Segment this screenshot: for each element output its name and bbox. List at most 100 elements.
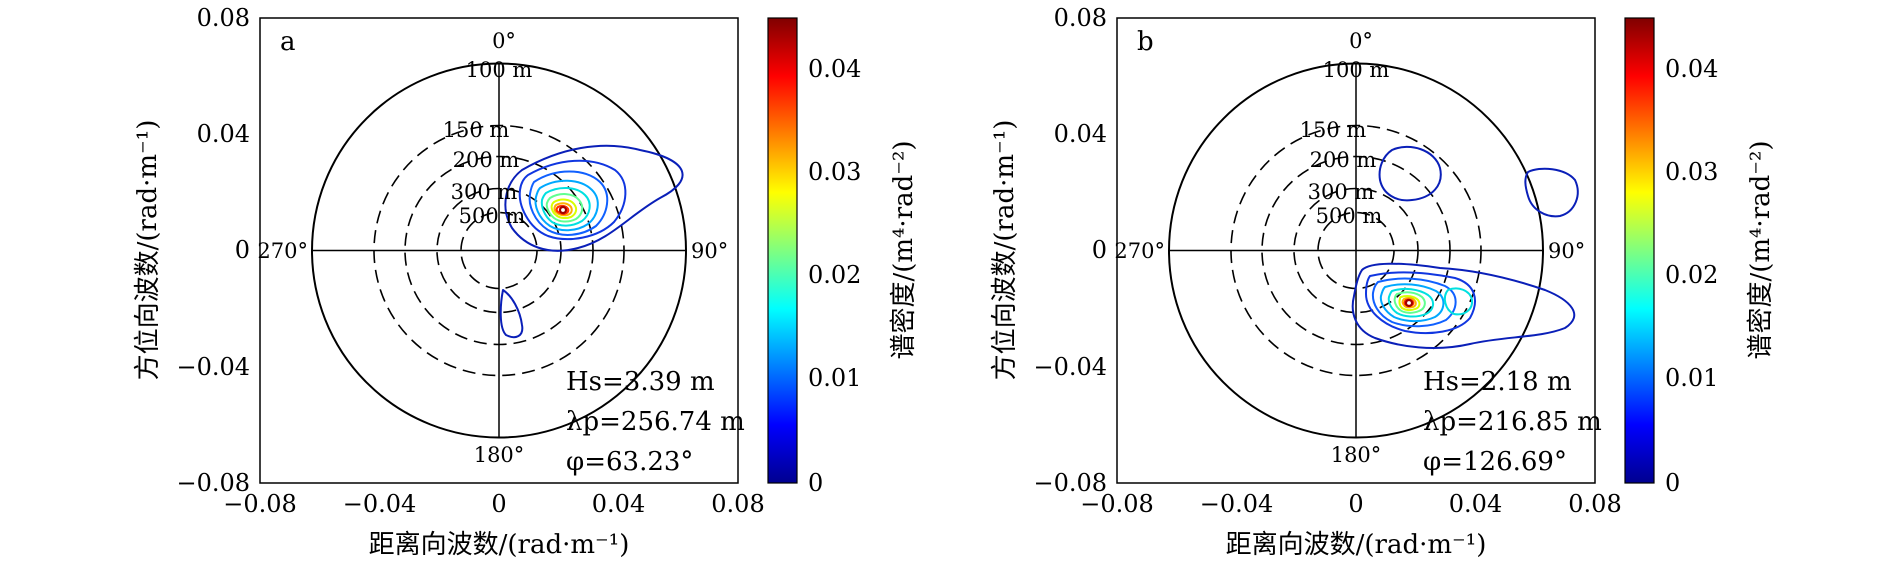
y-tick-b-0: 0.08 bbox=[1054, 4, 1107, 32]
ring-label-200m-b: 200 m bbox=[1310, 148, 1377, 172]
x-ticks-a: −0.08 −0.04 0 0.04 0.08 bbox=[223, 490, 764, 518]
contour-7-b bbox=[1398, 295, 1421, 312]
contour-outer-a bbox=[504, 144, 684, 252]
colorbar-gradient-b bbox=[1624, 17, 1655, 484]
colorbar-b: 0.04 0.03 0.02 0.01 0 谱密度/(m⁴·rad⁻²) bbox=[1624, 17, 1776, 497]
stats-a: Hs=3.39 m λp=256.74 m φ=63.23° bbox=[566, 367, 745, 477]
colorbar-tick-b-0: 0.04 bbox=[1665, 55, 1718, 83]
stats-b: Hs=2.18 m λp=216.85 m φ=126.69° bbox=[1423, 367, 1602, 477]
ring-label-300m-a: 300 m bbox=[451, 180, 518, 204]
direction-180-b: 180° bbox=[1331, 443, 1382, 467]
y-tick-b-3: −0.04 bbox=[1033, 353, 1107, 381]
x-axis-label-a: 距离向波数/(rad·m⁻¹) bbox=[369, 530, 630, 560]
ring-label-150m-a: 150 m bbox=[443, 118, 510, 142]
y-tick-b-2: 0 bbox=[1092, 236, 1107, 264]
x-tick-a-1: −0.04 bbox=[343, 490, 417, 518]
colorbar-tick-b-4: 0 bbox=[1665, 469, 1680, 497]
direction-0-b: 0° bbox=[1349, 29, 1373, 53]
contour-weak-1-b bbox=[1378, 145, 1442, 202]
contour-4-a bbox=[534, 179, 599, 232]
y-tick-a-0: 0.08 bbox=[197, 4, 250, 32]
direction-labels-b: 0° 90° 180° 270° bbox=[1114, 29, 1585, 467]
colorbar-label-b: 谱密度/(m⁴·rad⁻²) bbox=[1746, 140, 1776, 359]
spectral-peak-b bbox=[1404, 298, 1414, 308]
ring-label-150m-b: 150 m bbox=[1300, 118, 1367, 142]
spectrum-contours-b bbox=[1351, 145, 1579, 349]
y-axis-label-b: 方位向波数/(rad·m⁻¹) bbox=[990, 120, 1020, 381]
colorbar-tick-b-1: 0.03 bbox=[1665, 158, 1718, 186]
colorbar-tick-b-2: 0.02 bbox=[1665, 261, 1718, 289]
contour-2-a bbox=[518, 159, 627, 241]
colorbar-tick-a-3: 0.01 bbox=[808, 364, 861, 392]
ring-label-500m-b: 500 m bbox=[1316, 204, 1383, 228]
contour-6-a bbox=[545, 193, 584, 223]
y-tick-b-1: 0.04 bbox=[1054, 120, 1107, 148]
contour-6-b bbox=[1393, 291, 1426, 314]
colorbar-gradient-a bbox=[767, 17, 798, 484]
contour-5-b bbox=[1387, 287, 1434, 318]
direction-180-a: 180° bbox=[474, 443, 525, 467]
panel-a: 100 m 150 m 200 m 300 m 500 m 0° 90° 180… bbox=[133, 4, 919, 560]
ring-label-100m-a: 100 m bbox=[466, 58, 533, 82]
stat-lambda-a: λp=256.74 m bbox=[566, 407, 745, 437]
panel-label-b: b bbox=[1137, 27, 1154, 57]
contour-8-b bbox=[1401, 296, 1417, 309]
x-tick-a-2: 0 bbox=[491, 490, 506, 518]
ring-label-300m-b: 300 m bbox=[1308, 180, 1375, 204]
stat-phi-a: φ=63.23° bbox=[566, 447, 693, 477]
contour-weak-a bbox=[499, 289, 524, 339]
contour-7-a bbox=[550, 198, 578, 220]
stat-phi-b: φ=126.69° bbox=[1423, 447, 1567, 477]
panel-label-a: a bbox=[280, 27, 296, 57]
panel-b: 100 m 150 m 200 m 300 m 500 m 0° 90° 180… bbox=[990, 4, 1776, 560]
x-tick-b-2: 0 bbox=[1348, 490, 1363, 518]
x-tick-b-1: −0.04 bbox=[1200, 490, 1274, 518]
stat-lambda-b: λp=216.85 m bbox=[1423, 407, 1602, 437]
contour-5-a bbox=[540, 187, 591, 227]
y-tick-a-2: 0 bbox=[235, 236, 250, 264]
contour-4-b bbox=[1379, 283, 1445, 323]
x-tick-a-4: 0.08 bbox=[711, 490, 764, 518]
x-axis-label-b: 距离向波数/(rad·m⁻¹) bbox=[1226, 530, 1487, 560]
colorbar-tick-b-3: 0.01 bbox=[1665, 364, 1718, 392]
colorbar-a: 0.04 0.03 0.02 0.01 0 谱密度/(m⁴·rad⁻²) bbox=[767, 17, 919, 497]
contour-9-a bbox=[555, 204, 570, 216]
ring-label-500m-a: 500 m bbox=[459, 204, 526, 228]
y-ticks-a: 0.08 0.04 0 −0.04 −0.08 bbox=[176, 4, 250, 497]
y-ticks-b: 0.08 0.04 0 −0.04 −0.08 bbox=[1033, 4, 1107, 497]
x-tick-a-3: 0.04 bbox=[592, 490, 645, 518]
plot-area-b bbox=[1116, 17, 1596, 484]
colorbar-tick-a-2: 0.02 bbox=[808, 261, 861, 289]
colorbar-tick-a-1: 0.03 bbox=[808, 158, 861, 186]
contour-hollow-b bbox=[1443, 287, 1474, 316]
direction-270-b: 270° bbox=[1114, 239, 1165, 263]
contour-weak-2-b bbox=[1524, 167, 1579, 218]
y-tick-a-4: −0.08 bbox=[176, 469, 250, 497]
ring-labels-a: 100 m 150 m 200 m 300 m 500 m bbox=[443, 58, 533, 228]
direction-270-a: 270° bbox=[257, 239, 308, 263]
ring-label-100m-b: 100 m bbox=[1323, 58, 1390, 82]
direction-90-b: 90° bbox=[1548, 239, 1585, 263]
y-axis-label-a: 方位向波数/(rad·m⁻¹) bbox=[133, 120, 163, 381]
direction-labels-a: 0° 90° 180° 270° bbox=[257, 29, 728, 467]
stat-hs-b: Hs=2.18 m bbox=[1423, 367, 1572, 397]
x-tick-b-4: 0.08 bbox=[1568, 490, 1621, 518]
spectral-peak-a bbox=[558, 205, 568, 215]
x-tick-b-0: −0.08 bbox=[1080, 490, 1154, 518]
x-tick-a-0: −0.08 bbox=[223, 490, 297, 518]
y-tick-a-3: −0.04 bbox=[176, 353, 250, 381]
contour-3-a bbox=[528, 170, 609, 236]
colorbar-label-a: 谱密度/(m⁴·rad⁻²) bbox=[889, 140, 919, 359]
ring-label-200m-a: 200 m bbox=[453, 148, 520, 172]
direction-90-a: 90° bbox=[691, 239, 728, 263]
stat-hs-a: Hs=3.39 m bbox=[566, 367, 715, 397]
y-tick-a-1: 0.04 bbox=[197, 120, 250, 148]
contour-outer-b bbox=[1351, 262, 1576, 349]
ring-labels-b: 100 m 150 m 200 m 300 m 500 m bbox=[1300, 58, 1390, 228]
x-ticks-b: −0.08 −0.04 0 0.04 0.08 bbox=[1080, 490, 1621, 518]
colorbar-tick-a-4: 0 bbox=[808, 469, 823, 497]
contour-2-b bbox=[1365, 271, 1476, 334]
plot-area-a bbox=[259, 17, 739, 484]
direction-0-a: 0° bbox=[492, 29, 516, 53]
